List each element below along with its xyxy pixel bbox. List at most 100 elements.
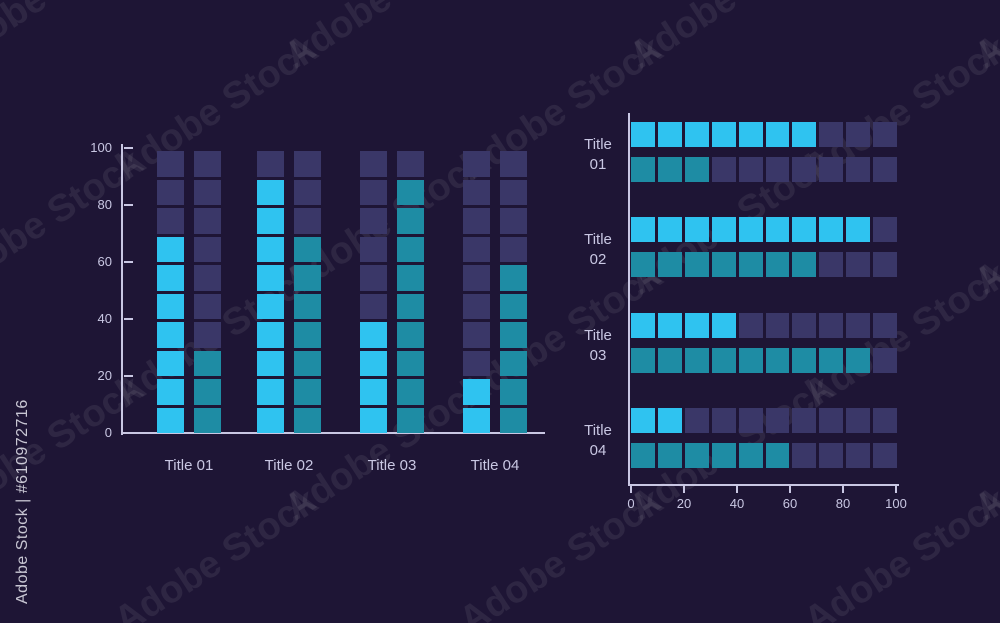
bar-row [631,312,898,338]
stock-watermark-text: Adobe Stock [967,0,1000,78]
bar-segment-filled [500,407,527,433]
bar-segment-empty [257,151,284,177]
y-tick-label: 40 [97,311,112,326]
y-tick [124,375,133,377]
x-axis [628,484,899,486]
bar-segment-empty [819,408,844,434]
bar-segment-filled [294,236,321,262]
bar-segment-filled [360,407,387,433]
bar-segment-empty [500,179,527,205]
y-tick-label: 80 [97,197,112,212]
bar-segment-filled [792,347,817,373]
bar-segment-empty [819,252,844,278]
bar-segment-empty [792,312,817,338]
bar-row [631,252,898,278]
stock-watermark-text: Adobe Stock [0,0,150,78]
bar-segment-filled [397,407,424,433]
category-label: Title 02 [560,230,636,270]
stock-watermark-text: Adobe Stock [622,0,840,78]
bar-segment-empty [397,151,424,177]
bar-segment-empty [873,408,898,434]
bar-segment-empty [846,312,871,338]
bar-segment-filled [657,217,682,243]
bar-segment-filled [631,122,655,147]
bar-segment-empty [873,252,898,278]
bar-segment-filled [765,443,790,469]
bar-segment-filled [738,217,763,243]
bar-segment-filled [257,208,284,234]
bar-column [397,151,424,433]
bar-segment-filled [294,322,321,348]
bar-segment-filled [360,322,387,348]
bar-segment-filled [257,407,284,433]
bar-segment-empty [873,122,898,147]
category-label: Title 04 [560,421,636,461]
bar-segment-empty [463,350,490,376]
bar-segment-filled [500,322,527,348]
y-tick-label: 100 [90,140,112,155]
bar-row [631,408,898,434]
bar-segment-filled [157,407,184,433]
bar-segment-empty [792,443,817,469]
y-tick [124,204,133,206]
category-label-line: Title [584,422,612,440]
bar-segment-filled [765,122,790,147]
y-axis [628,113,630,486]
bar-segment-filled [738,252,763,278]
bar-segment-filled [157,350,184,376]
bar-column [294,151,321,433]
bar-row [631,157,898,182]
bar-segment-empty [738,312,763,338]
bar-segment-empty [194,179,221,205]
bar-segment-filled [792,217,817,243]
bar-segment-filled [397,208,424,234]
bar-segment-empty [846,157,871,182]
y-tick-label: 0 [104,425,112,440]
bar-segment-filled [765,217,790,243]
bar-segment-empty [765,408,790,434]
bar-segment-empty [711,408,736,434]
bar-segment-filled [684,217,709,243]
bar-segment-filled [397,293,424,319]
bar-segment-filled [463,407,490,433]
bar-segment-filled [738,443,763,469]
category-label: Title 03 [560,326,636,366]
y-tick [124,261,133,263]
bar-segment-empty [194,151,221,177]
bar-segment-empty [765,312,790,338]
x-tick [895,486,897,493]
bar-row [631,122,898,147]
bar-segment-filled [360,350,387,376]
bar-segment-empty [846,122,871,147]
bar-column [360,151,387,433]
bar-segment-filled [631,252,655,278]
bar-segment-filled [294,350,321,376]
x-tick-label: 40 [729,496,745,511]
bar-segment-empty [194,236,221,262]
bar-segment-filled [257,179,284,205]
bar-segment-filled [294,265,321,291]
bar-segment-filled [711,217,736,243]
bar-segment-filled [846,217,871,243]
bar-segment-empty [157,151,184,177]
bar-segment-empty [157,208,184,234]
bar-segment-filled [657,347,682,373]
bar-column [157,151,184,433]
y-tick-label: 20 [97,368,112,383]
bar-segment-filled [157,379,184,405]
bar-segment-filled [846,347,871,373]
bar-segment-empty [819,122,844,147]
stock-watermark-text: Adobe Stock [277,0,495,78]
bar-segment-filled [631,408,655,434]
bar-segment-empty [360,208,387,234]
category-label: Title 01 [164,457,214,474]
category-label-line: 03 [589,346,607,364]
bar-segment-empty [819,443,844,469]
category-label: Title 03 [367,457,417,474]
bar-row [631,217,898,243]
bar-segment-empty [294,151,321,177]
bar-segment-filled [294,293,321,319]
x-tick [842,486,844,493]
x-tick-label: 100 [885,496,907,511]
